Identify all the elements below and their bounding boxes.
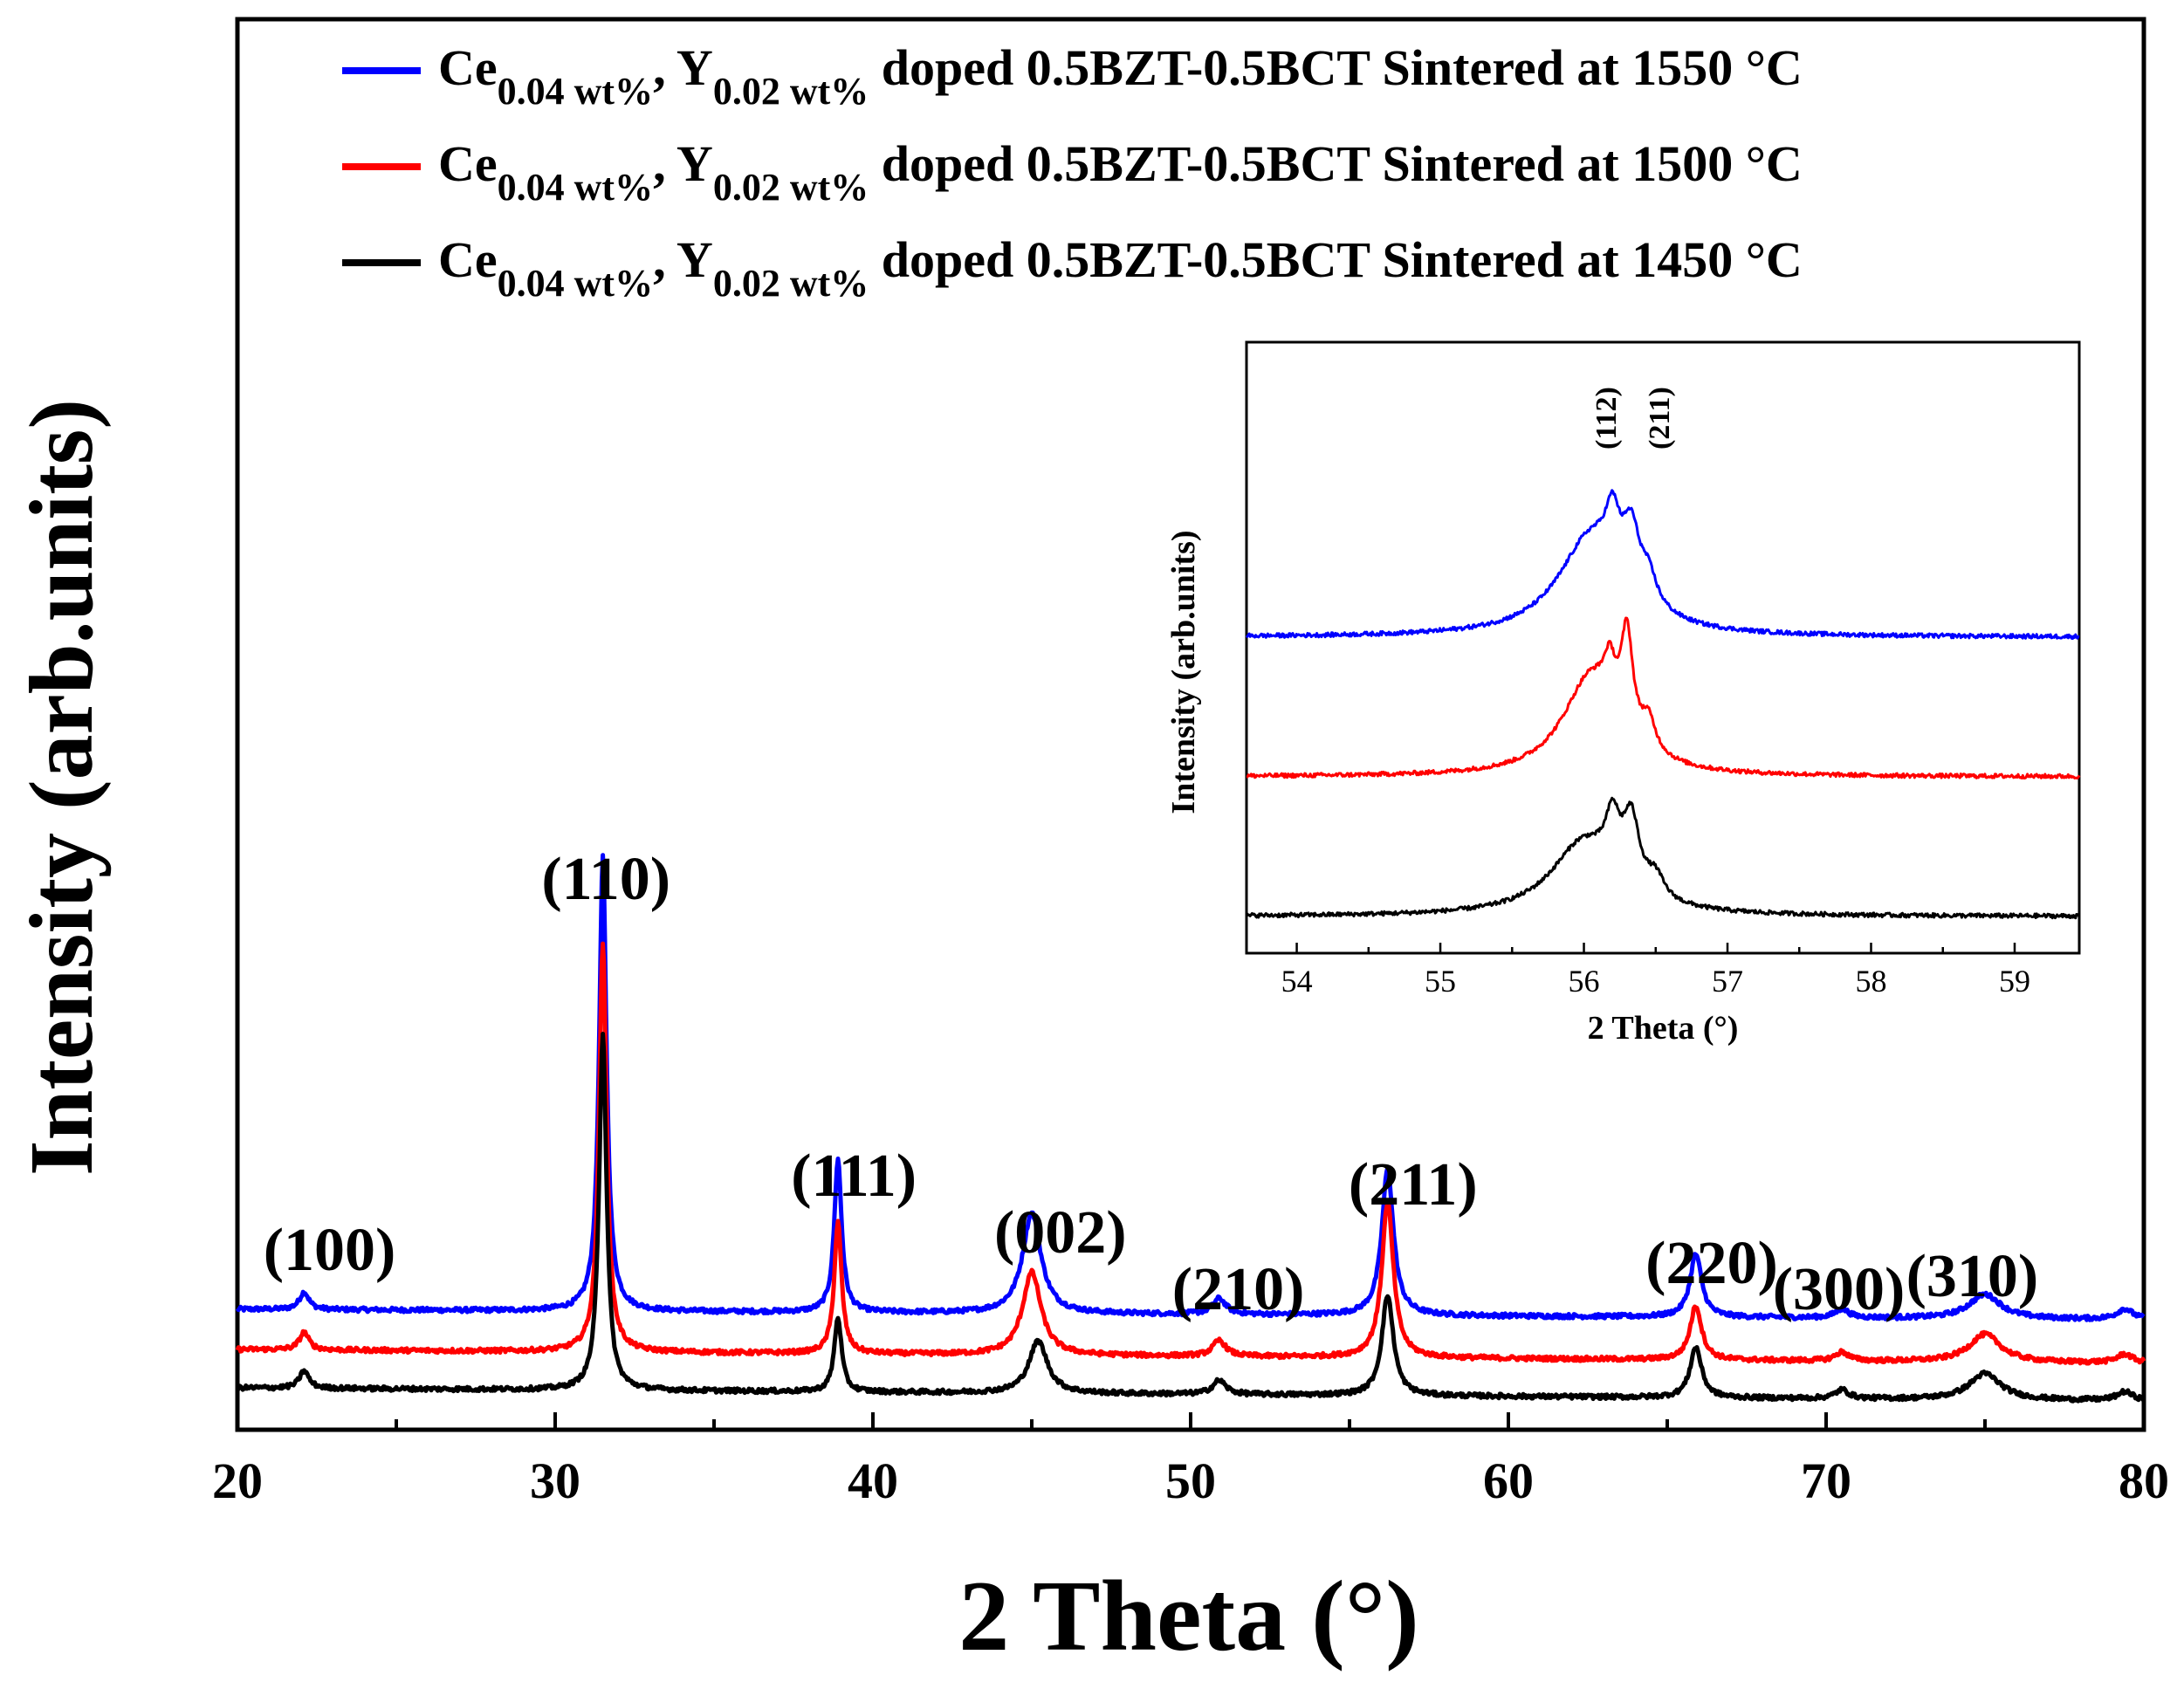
- inset-x-tick-label: 55: [1425, 964, 1456, 999]
- inset-peak-annotation: (211): [1644, 387, 1676, 450]
- peak-label: (220): [1645, 1230, 1778, 1297]
- peak-label: (111): [791, 1143, 917, 1210]
- main-series-line: [236, 1032, 2146, 1404]
- main-x-tick-label: 30: [530, 1452, 580, 1509]
- inset-y-axis-label: Intensity (arb.units): [1165, 530, 1202, 814]
- main-x-tick-label: 80: [2119, 1452, 2169, 1509]
- peak-label: (002): [994, 1199, 1127, 1267]
- inset-annotations: (112) (211): [1590, 387, 1676, 450]
- inset-series-line: [1245, 489, 2080, 640]
- inset-series-line: [1246, 796, 2081, 920]
- main-series-group: [235, 853, 2146, 1404]
- peak-label: (100): [264, 1217, 396, 1284]
- legend-entry: Ce0.04 wt%, Y0.02 wt% doped 0.5BZT-0.5BC…: [438, 135, 1803, 209]
- inset-series-line: [1246, 616, 2081, 779]
- legend-entry: Ce0.04 wt%, Y0.02 wt% doped 0.5BZT-0.5BC…: [438, 231, 1803, 305]
- inset-x-tick-label: 54: [1281, 964, 1313, 999]
- main-x-tick-label: 20: [212, 1452, 263, 1509]
- inset-x-ticks: 54 55 56 57 58 59: [1281, 943, 2030, 999]
- legend-entry: Ce0.04 wt%, Y0.02 wt% doped 0.5BZT-0.5BC…: [438, 39, 1803, 113]
- main-x-tick-label: 40: [848, 1452, 898, 1509]
- inset-x-tick-label: 59: [1999, 964, 2030, 999]
- peak-label: (300): [1773, 1256, 1906, 1323]
- inset-x-axis-label: 2 Theta (°): [1588, 1010, 1739, 1047]
- main-y-axis-label: Intensity (arb.units): [11, 399, 112, 1176]
- inset-series-group: [1245, 489, 2081, 920]
- main-series-line: [235, 941, 2146, 1366]
- inset-plot-frame: [1245, 340, 2081, 955]
- main-series-line: [235, 853, 2146, 1322]
- inset-x-tick-label: 56: [1569, 964, 1600, 999]
- peak-label: (310): [1906, 1243, 2039, 1310]
- main-x-tick-label: 70: [1801, 1452, 1851, 1509]
- main-x-ticks: 20 30 40 50 60 70 80: [212, 1412, 2169, 1509]
- main-x-axis-label: 2 Theta (°): [958, 1561, 1419, 1672]
- peak-label: (211): [1349, 1151, 1478, 1219]
- legend: Ce0.04 wt%, Y0.02 wt% doped 0.5BZT-0.5BC…: [342, 39, 1803, 305]
- peak-label: (110): [541, 846, 670, 913]
- main-peak-labels: (100) (110) (111) (002) (210) (211) (220)(300)…: [264, 846, 2039, 1323]
- inset-x-tick-label: 57: [1712, 964, 1743, 999]
- main-x-tick-label: 50: [1165, 1452, 1216, 1509]
- main-x-tick-label: 60: [1483, 1452, 1534, 1509]
- peak-label: (210): [1172, 1256, 1305, 1323]
- inset-x-tick-label: 58: [1856, 964, 1887, 999]
- inset-peak-annotation: (112): [1590, 387, 1623, 450]
